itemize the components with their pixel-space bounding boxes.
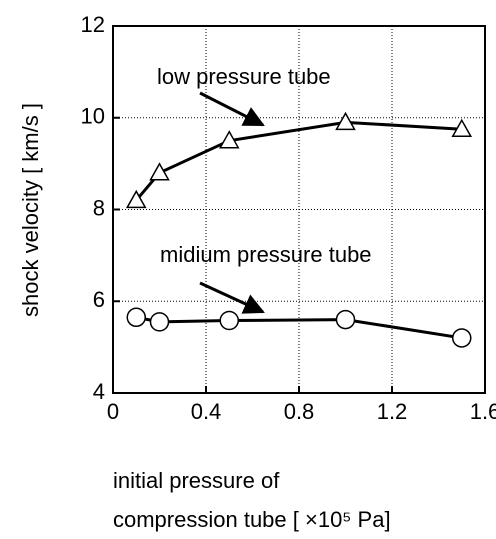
point-marker [451,118,473,137]
annotation-arrow [199,281,265,314]
y-tick-label: 4 [93,379,105,404]
point-marker [125,189,147,209]
point-marker [452,328,472,348]
point-marker [335,111,356,131]
x-axis-label: initial pressure of [113,468,280,493]
point-marker [218,130,240,149]
annotation: midium pressure tube [160,242,372,267]
point-marker [335,309,356,330]
series-line [135,315,462,340]
x-tick-label: 0.4 [191,399,222,424]
point-marker [219,310,239,331]
y-tick-label: 8 [93,195,105,220]
point-marker [126,307,146,328]
plot-frame [112,25,486,394]
annotation: low pressure tube [157,64,331,89]
x-tick-label: 0.8 [284,399,315,424]
x-axis-label: compression tube [ ×10⁵ Pa] [113,507,391,532]
y-axis-label: shock velocity [ km/s ] [18,103,43,317]
x-tick-label: 1.6 [470,399,496,424]
y-tick-label: 6 [93,287,105,312]
point-marker [149,312,170,332]
x-tick-label: 0 [107,399,119,424]
annotation-arrow [199,91,265,127]
x-tick-label: 1.2 [377,399,408,424]
point-marker [149,162,170,181]
y-tick-label: 10 [81,104,105,129]
y-tick-label: 12 [81,12,105,37]
